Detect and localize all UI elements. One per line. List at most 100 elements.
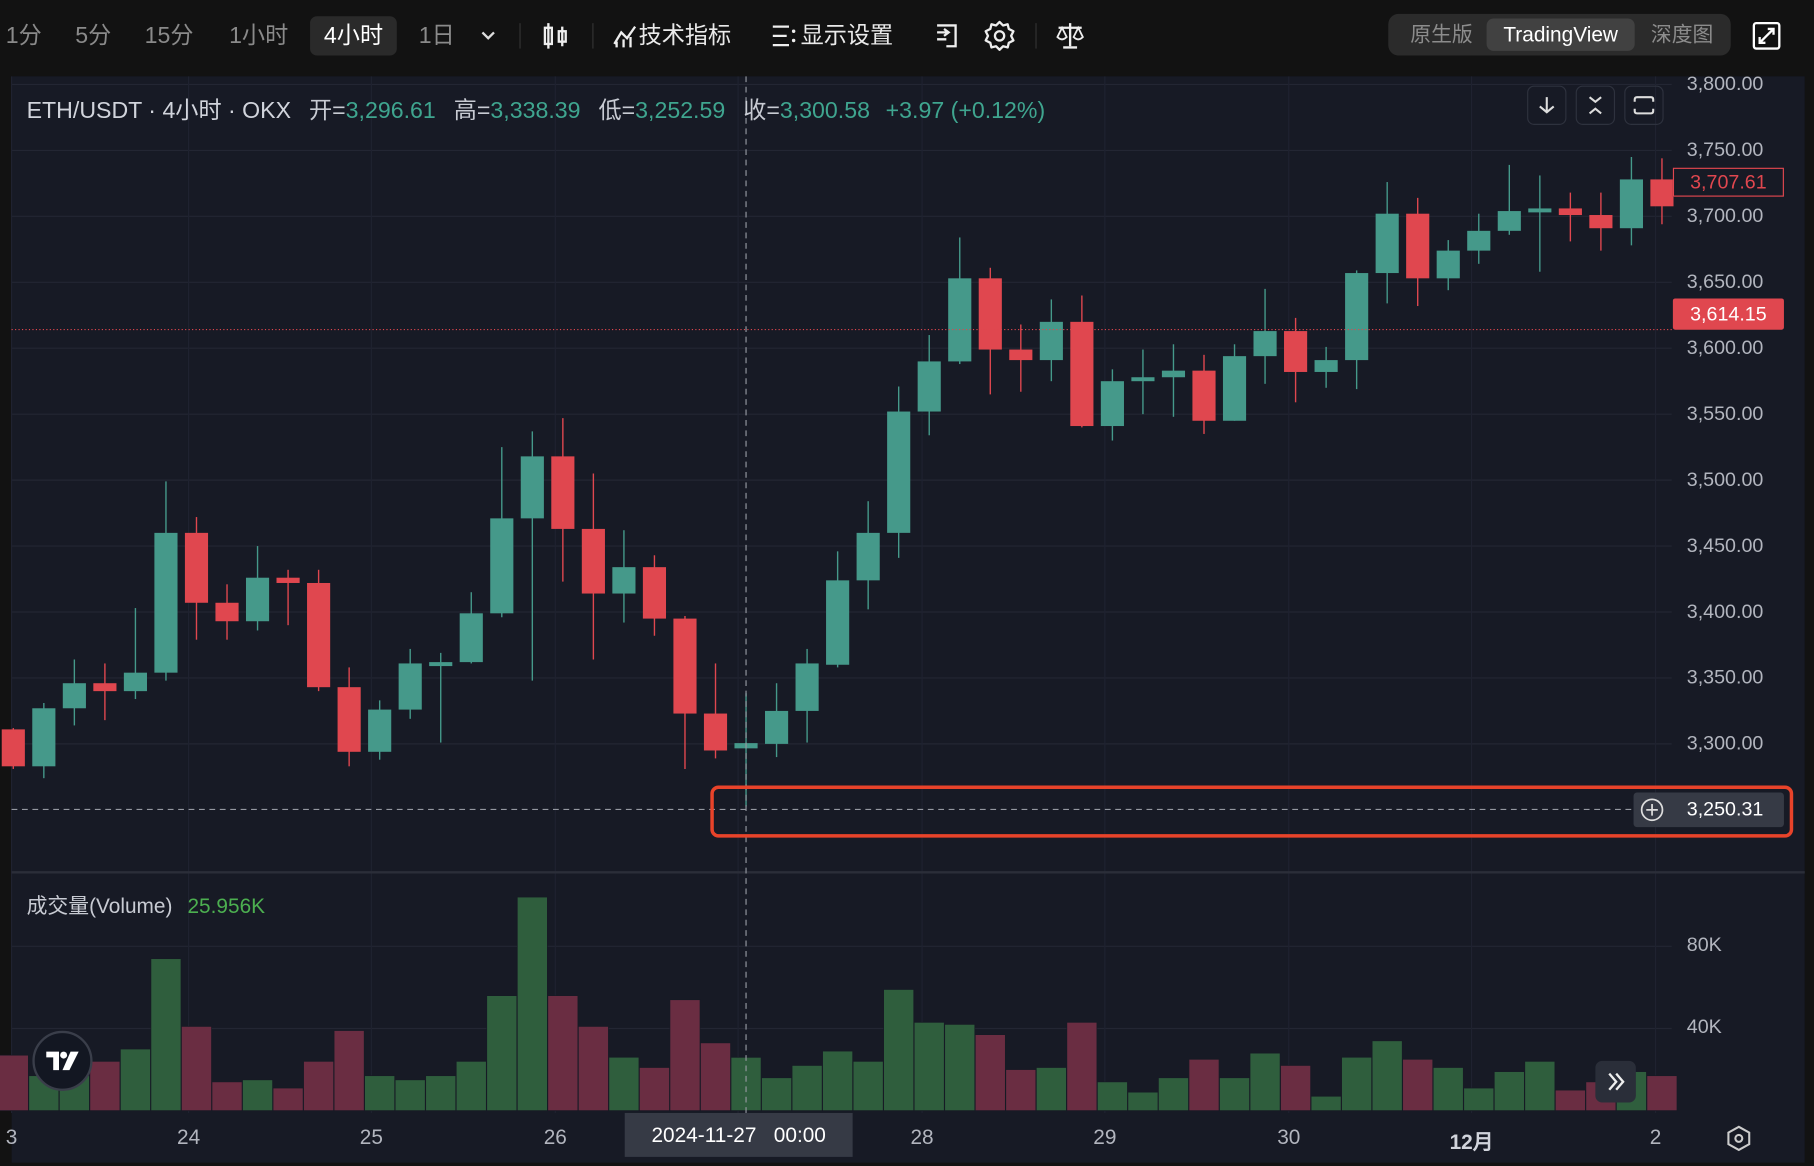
open-value: 3,296.61 <box>345 98 436 124</box>
volume-bar <box>89 1060 121 1111</box>
candle <box>1009 324 1033 392</box>
settings-gear-icon[interactable] <box>983 16 1015 55</box>
volume-bar <box>1249 1052 1281 1111</box>
candle <box>1497 164 1521 235</box>
interval-more-chevron-icon[interactable] <box>479 16 498 55</box>
interval-1d[interactable]: 1日 <box>418 23 455 49</box>
candle-body <box>826 580 850 665</box>
candle <box>490 447 514 618</box>
candle <box>215 584 239 640</box>
add-alert-plus-icon[interactable] <box>1638 797 1666 822</box>
volume-bar <box>1097 1081 1128 1111</box>
interval-1h[interactable]: 1小时 <box>229 23 289 49</box>
volume-bar <box>1066 1021 1098 1111</box>
volume-axis-label: 40K <box>1686 1015 1722 1038</box>
candle-body <box>978 278 1002 350</box>
view-mode-tradingview[interactable]: TradingView <box>1486 18 1635 51</box>
fullscreen-expand-icon[interactable] <box>1752 21 1782 57</box>
candle-body <box>1650 179 1674 207</box>
time-axis-label: 2 <box>1649 1125 1662 1149</box>
candle-body <box>1375 213 1399 274</box>
arrow-down-icon <box>1539 97 1555 114</box>
fit-screen-button[interactable] <box>1624 85 1664 125</box>
display-settings-button[interactable]: 显示设置 <box>770 16 893 55</box>
view-mode-depth[interactable]: 深度图 <box>1650 23 1714 47</box>
time-axis-label: 3 <box>5 1125 18 1149</box>
double-chevron-right-icon <box>1607 1072 1625 1091</box>
price-axis-label: 3,450.00 <box>1686 534 1764 557</box>
volume-bar <box>1463 1087 1495 1111</box>
symbol-title[interactable]: ETH/USDT · 4小时 · OKX <box>26 98 292 124</box>
candle-body <box>93 683 117 692</box>
volume-bar <box>822 1050 854 1111</box>
price-axis-label: 3,500.00 <box>1686 468 1764 491</box>
indicators-button[interactable]: 技术指标 <box>611 16 731 55</box>
tradingview-logo[interactable] <box>32 1030 93 1091</box>
candle <box>551 418 575 582</box>
volume-bar <box>1646 1075 1678 1111</box>
candle-body <box>673 618 697 714</box>
volume-bar <box>608 1056 640 1111</box>
volume-value: 25.956K <box>187 894 266 918</box>
divider <box>592 23 594 49</box>
axis-settings-icon[interactable] <box>1725 1125 1753 1159</box>
candle <box>948 237 972 365</box>
volume-bar <box>272 1087 304 1111</box>
candle-body <box>917 361 941 412</box>
low-value: 3,252.59 <box>635 98 726 124</box>
interval-1m[interactable]: 1分 <box>5 23 42 49</box>
volume-bar <box>425 1075 457 1111</box>
collapse-icon <box>1588 96 1602 115</box>
volume-bar <box>1127 1091 1159 1111</box>
candle-body <box>245 577 270 622</box>
view-mode-native[interactable]: 原生版 <box>1410 23 1473 47</box>
price-axis-label: 3,550.00 <box>1686 402 1764 425</box>
volume-bar <box>516 896 548 1111</box>
drawing-tool-icon[interactable] <box>932 16 962 55</box>
scroll-to-realtime-button[interactable] <box>1595 1060 1636 1103</box>
candle <box>703 663 728 759</box>
candle-body <box>1253 331 1277 357</box>
candle-type-icon[interactable] <box>541 16 569 55</box>
scale-balance-icon[interactable] <box>1054 16 1086 55</box>
open-label: 开= <box>309 98 346 124</box>
volume-bar <box>0 1054 29 1111</box>
volume-bar <box>974 1034 1006 1111</box>
interval-5m[interactable]: 5分 <box>75 23 112 49</box>
volume-bar <box>333 1030 365 1111</box>
candle-body <box>1467 230 1491 251</box>
candle-body <box>1284 331 1308 372</box>
scrollbar[interactable] <box>1804 76 1814 1166</box>
candle-body <box>520 456 544 519</box>
volume-label: 成交量(Volume) <box>26 894 173 918</box>
candle-body <box>1314 360 1338 372</box>
interval-15m[interactable]: 15分 <box>144 23 194 49</box>
candle <box>93 663 117 721</box>
candle <box>1528 175 1552 272</box>
marker-price-tag: 3,614.15 <box>1672 298 1784 330</box>
collapse-button[interactable] <box>1575 85 1616 125</box>
candle <box>642 555 667 636</box>
volume-bar <box>944 1024 976 1111</box>
time-axis-label: 30 <box>1277 1125 1301 1149</box>
interval-4h[interactable]: 4小时 <box>310 16 397 56</box>
candle <box>826 551 850 668</box>
candle-body <box>123 672 147 692</box>
candle-body <box>1528 208 1552 213</box>
volume-bar <box>1310 1095 1342 1111</box>
volume-bars <box>0 896 1678 1111</box>
grid-lines <box>10 76 1672 1113</box>
candle <box>1284 317 1308 403</box>
volume-bar <box>1280 1065 1311 1111</box>
candle <box>978 267 1002 395</box>
candle-body <box>1 729 25 767</box>
volume-bar <box>883 989 915 1111</box>
price-axis-label: 3,350.00 <box>1686 666 1764 689</box>
scroll-down-button[interactable] <box>1527 85 1567 125</box>
price-axis-label: 3,600.00 <box>1686 336 1764 359</box>
candle <box>1589 192 1613 251</box>
volume-bar <box>1432 1067 1464 1111</box>
volume-bar <box>1493 1071 1525 1111</box>
high-value: 3,338.39 <box>490 98 581 124</box>
